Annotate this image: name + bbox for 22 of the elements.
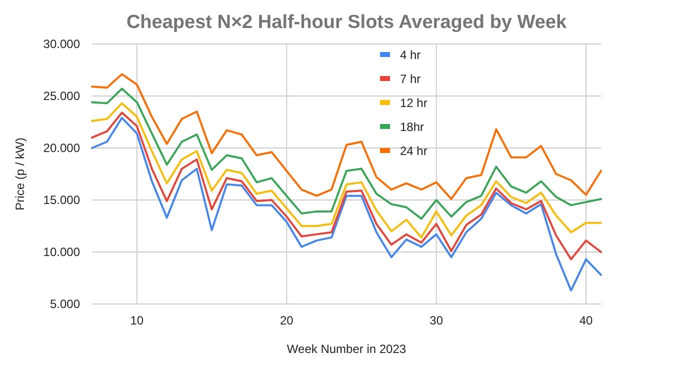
legend-label: 4 hr <box>400 48 421 62</box>
legend-label: 18hr <box>400 120 424 134</box>
line-series <box>91 116 602 292</box>
legend-label: 12 hr <box>400 96 428 110</box>
y-tick-label: 5.000 <box>50 296 80 311</box>
x-tick-label: 10 <box>130 314 144 328</box>
y-tick-label: 20.000 <box>43 140 80 155</box>
line-series <box>91 73 602 200</box>
line-series <box>91 88 602 220</box>
chart-title: Cheapest N×2 Half-hour Slots Averaged by Week <box>126 12 567 33</box>
y-axis-title: Price (p / kW) <box>13 138 27 210</box>
line-series <box>91 112 602 260</box>
y-tick-label: 10.000 <box>43 244 80 259</box>
legend-label: 24 hr <box>400 144 428 158</box>
y-tick-label: 15.000 <box>43 192 80 207</box>
y-tick-label: 25.000 <box>43 88 80 103</box>
legend-label: 7 hr <box>400 72 421 86</box>
x-tick-label: 20 <box>280 314 294 328</box>
x-tick-label: 40 <box>579 314 594 328</box>
x-axis-title: Week Number in 2023 <box>286 342 406 356</box>
x-tick-label: 30 <box>430 314 444 328</box>
y-tick-label: 30.000 <box>43 36 80 51</box>
